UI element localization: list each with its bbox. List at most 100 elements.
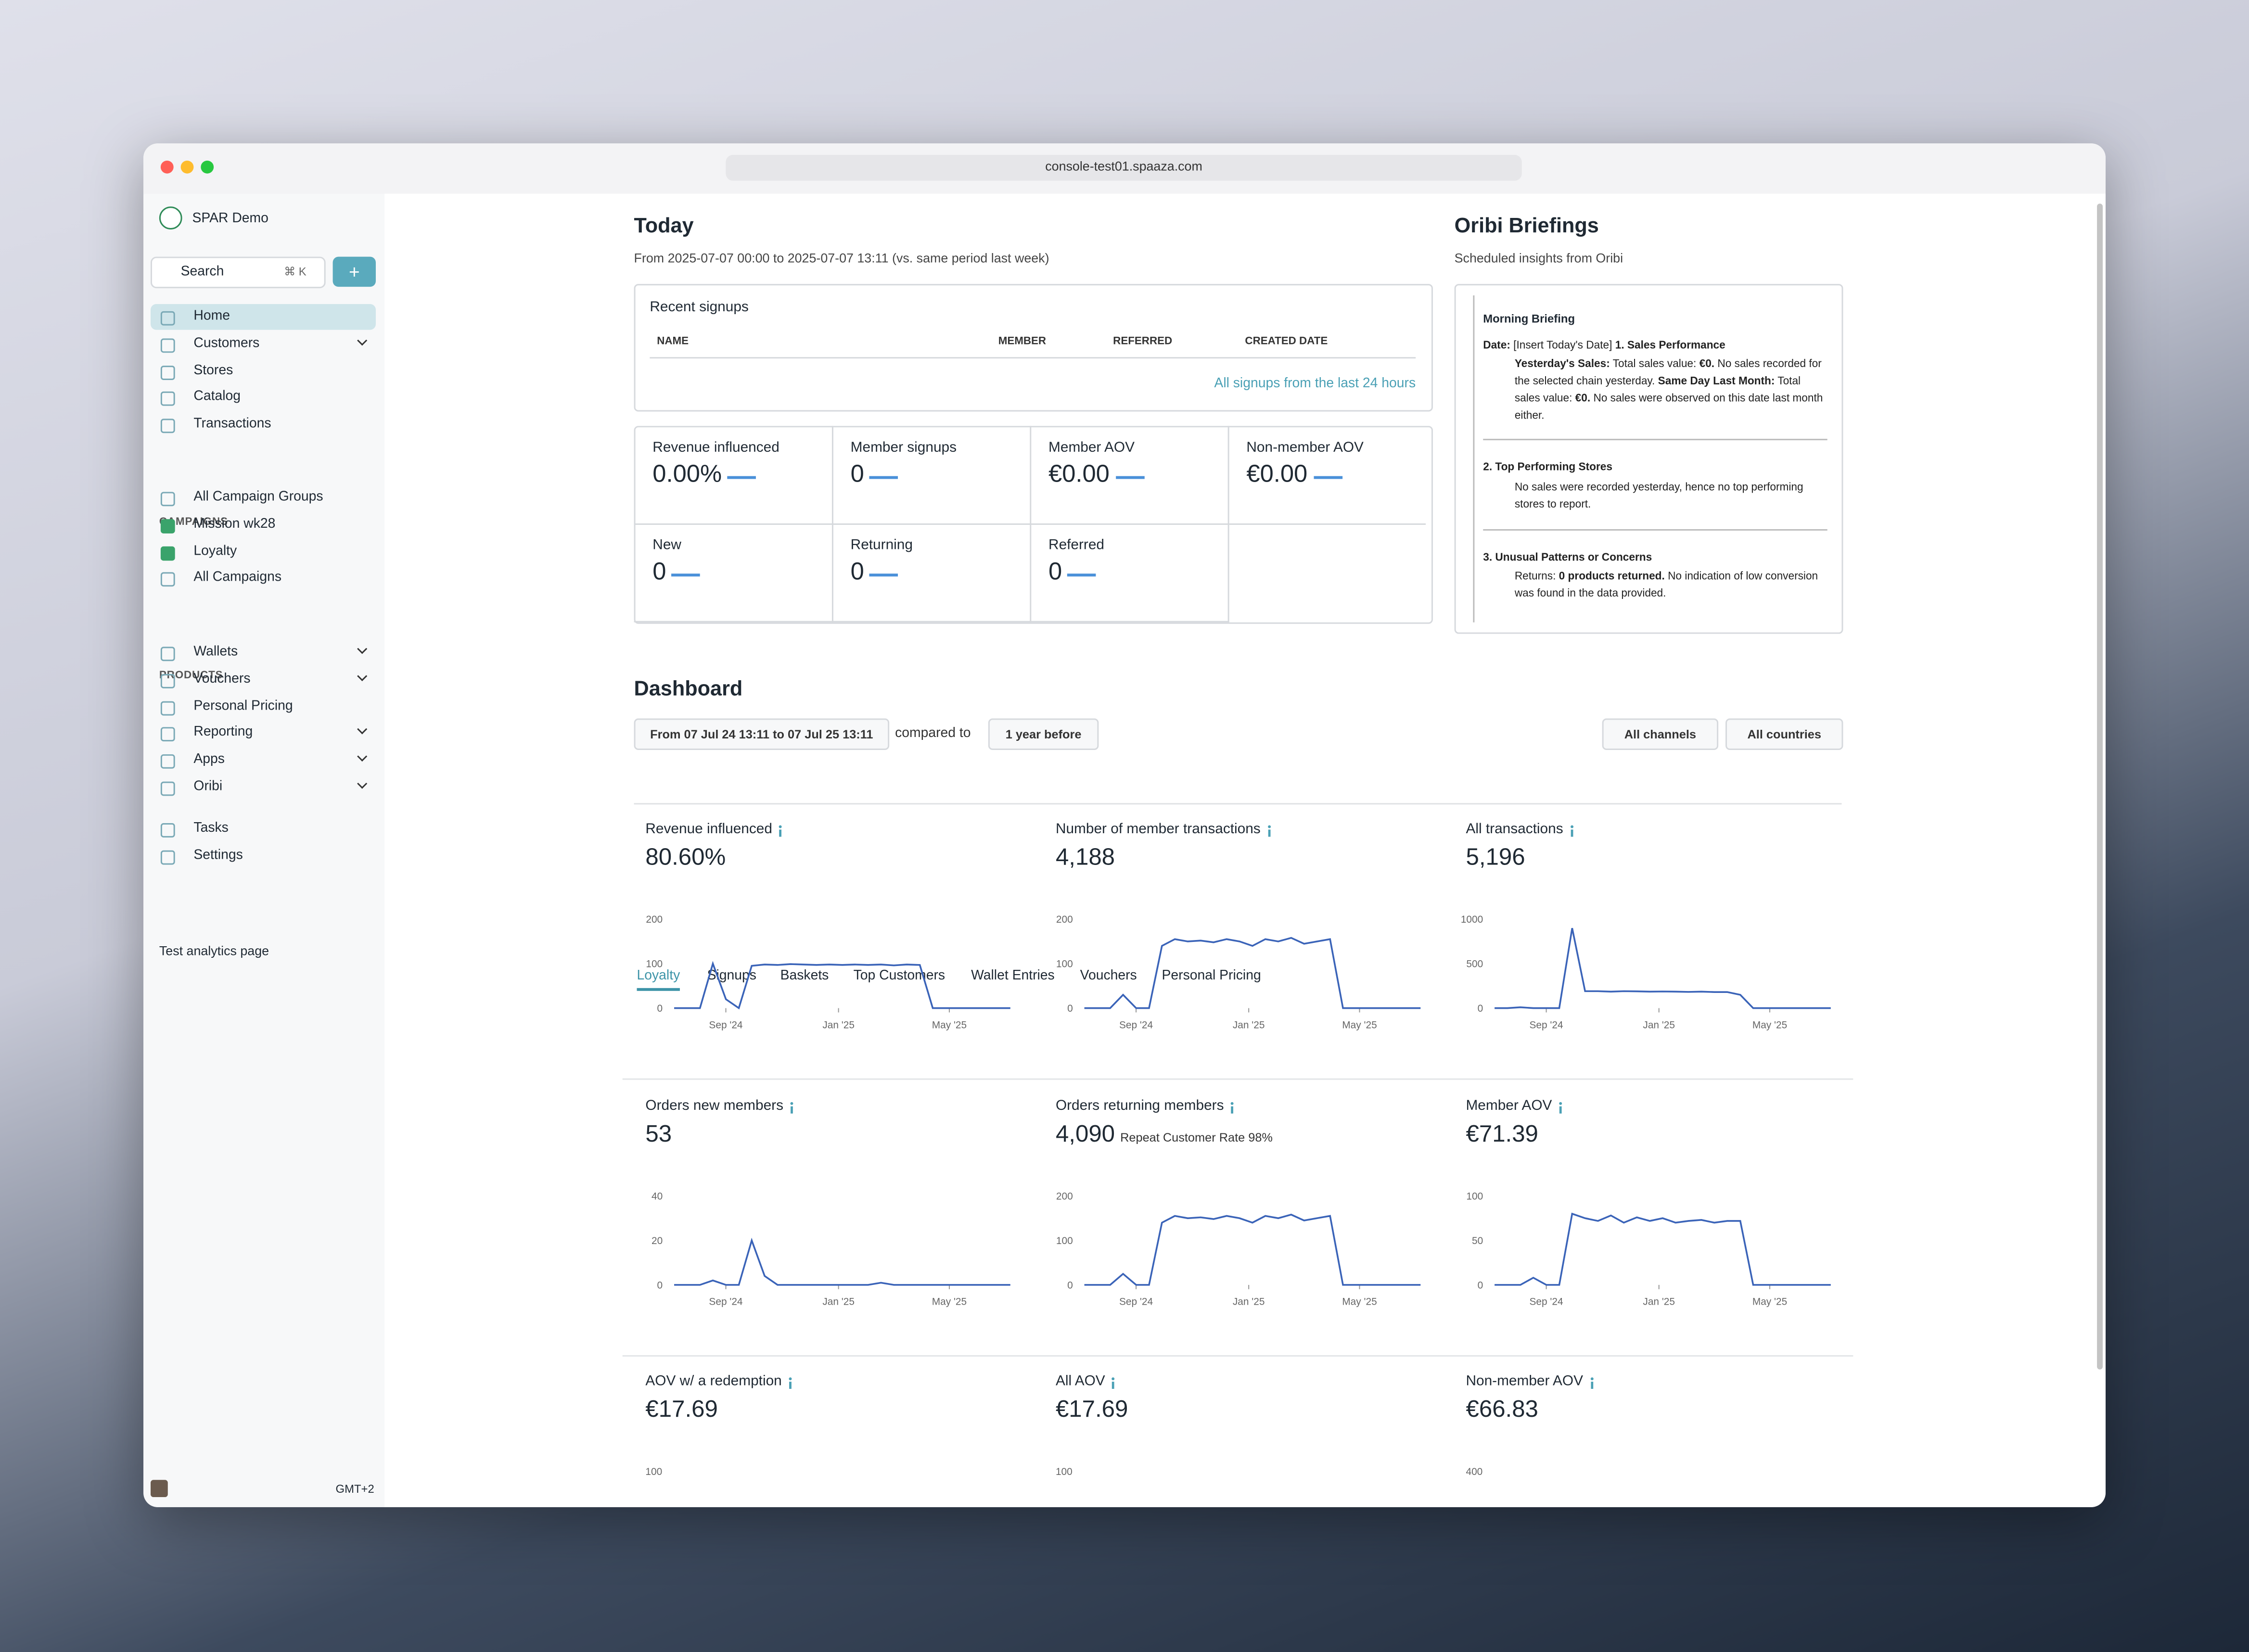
channel-filter[interactable]: All channels [1602,718,1719,750]
avatar[interactable] [150,1480,168,1498]
nav-item[interactable]: Reporting [151,721,376,747]
nav-item[interactable]: Stores [151,358,376,384]
org-name: SPAR Demo [192,211,268,227]
metric-value: €17.69 [1055,1397,1128,1423]
nav-item[interactable]: All Campaigns [151,566,376,592]
info-stem [1268,829,1271,837]
tab[interactable]: Vouchers [1080,968,1137,984]
metric-title: All AOV [1055,1373,1105,1390]
metric-title: Revenue influenced [645,822,772,838]
nav-label: Catalog [193,389,241,405]
column-header: MEMBER [998,334,1047,347]
kpi-label: Referred [1048,537,1105,554]
nav-item[interactable]: Settings [151,843,376,869]
y-tick-label: 100 [645,1466,662,1477]
nav-item[interactable]: Transactions [151,412,376,438]
kpi-tile: Returning 0 [831,523,1032,623]
kpi-tile: Referred 0 [1030,523,1229,623]
data-line [1495,928,1831,1009]
nav-item[interactable]: Tasks [151,816,376,842]
y-tick-label: 100 [1056,1466,1073,1477]
info-icon[interactable] [1228,1101,1237,1114]
info-icon[interactable] [1556,1101,1565,1114]
metric-value: €66.83 [1466,1397,1538,1423]
date-range-button[interactable]: From 07 Jul 24 13:11 to 07 Jul 25 13:11 [634,718,890,750]
nav-item[interactable]: All Campaign Groups [151,485,376,511]
compare-label: compared to [895,725,971,742]
nav-label: Oribi [193,778,223,795]
nav-item[interactable]: Loyalty [151,539,376,565]
timezone[interactable]: GMT+2 [335,1483,374,1496]
column-header: REFERRED [1113,334,1173,347]
metric-title: Member AOV [1466,1098,1552,1115]
nav-label: Apps [193,751,225,768]
tab[interactable]: Loyalty [637,968,680,991]
nav-item[interactable]: Catalog [151,385,376,411]
extra-link[interactable]: Test analytics page [159,943,269,958]
nav-icon [160,311,175,326]
nav-item[interactable]: Apps [151,748,376,774]
expand-chevron [357,751,368,762]
info-icon[interactable] [1265,825,1274,838]
nav-item[interactable]: Personal Pricing [151,694,376,720]
y-tick-label: 100 [1056,959,1073,970]
briefing-paragraph: Returns: 0 products returned. No indicat… [1515,568,1827,602]
address-bar[interactable] [726,154,1522,181]
minimize-button[interactable] [180,160,194,174]
nav-item[interactable]: Vouchers [151,667,376,693]
metric-note: Repeat Customer Rate 98% [1120,1130,1273,1144]
tab[interactable]: Personal Pricing [1162,968,1261,984]
tab[interactable]: Wallet Entries [971,968,1055,984]
nav-item[interactable]: Customers [151,331,376,357]
comparison-button[interactable]: 1 year before [988,718,1099,750]
nav-label: Personal Pricing [193,698,293,714]
nav-label: Customers [193,335,260,351]
info-icon[interactable] [1588,1377,1597,1390]
zoom-button[interactable] [201,160,214,174]
search-box[interactable] [150,256,326,289]
info-stem [779,829,781,837]
info-dot [1268,825,1271,828]
scrollbar[interactable] [2097,203,2103,1370]
briefing-text: 2. Top Performing Stores [1483,460,1612,473]
y-tick-label: 0 [657,1003,663,1014]
browser-window: console-test01.spaaza.com SPAR Demo Sear… [143,143,2106,1507]
info-icon[interactable] [776,825,785,838]
nav-item[interactable]: Home [150,304,376,330]
nav-item[interactable]: Oribi [151,775,376,801]
kpi-label: Member AOV [1048,440,1135,456]
nav-item[interactable]: Mission wk28 [151,512,376,538]
tab[interactable]: Top Customers [853,968,946,984]
metric-value: 4,188 [1055,844,1115,871]
close-button[interactable] [160,160,174,174]
section-title: Today [634,215,694,238]
nav-icon [160,365,175,380]
column-header: NAME [657,334,689,347]
info-icon[interactable] [1109,1377,1117,1390]
info-icon[interactable] [788,1101,796,1114]
info-icon[interactable] [1568,825,1576,838]
trend-placeholder [869,573,898,576]
kpi-label: Revenue influenced [652,440,779,456]
y-tick-label: 0 [1067,1280,1073,1291]
tab[interactable]: Baskets [780,968,829,984]
briefing-text: Returns: [1514,569,1559,583]
nav-item[interactable]: Wallets [151,639,376,665]
y-tick-label: 100 [1466,1191,1483,1202]
kpi-panel [634,426,1433,624]
nav-icon [160,647,175,661]
metric-value: €71.39 [1466,1121,1538,1147]
signups-link[interactable]: All signups from the last 24 hours [1214,375,1416,392]
info-icon[interactable] [786,1377,795,1390]
expand-chevron [357,671,368,681]
x-tick-label: May '25 [1752,1296,1787,1308]
x-tick-label: Sep '24 [1119,1296,1153,1308]
y-tick-label: 50 [1472,1235,1483,1246]
data-line [674,961,1010,1010]
nav-label: All Campaigns [193,570,282,586]
country-filter[interactable]: All countries [1725,718,1843,750]
add-button[interactable]: + [332,256,376,287]
section-subtitle: From 2025-07-07 00:00 to 2025-07-07 13:1… [634,251,1049,266]
nav-icon [160,823,175,838]
mini-chart: 100 [645,1466,662,1477]
